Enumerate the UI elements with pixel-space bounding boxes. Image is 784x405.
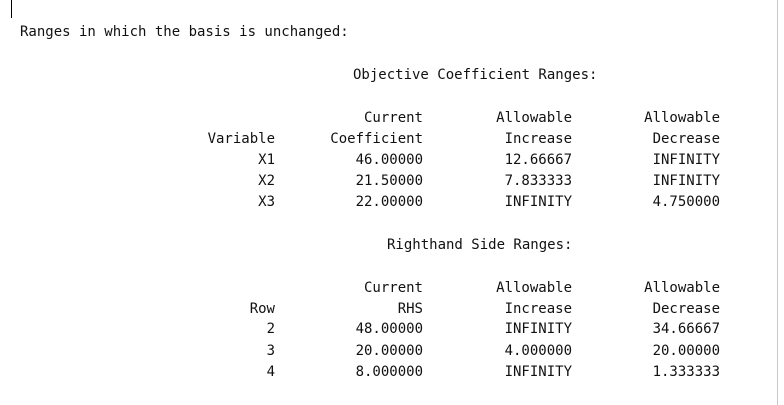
obj-header-top-col2: Current xyxy=(363,110,423,126)
obj-header-top-col3: Allowable xyxy=(496,110,572,126)
rhs-row-4-decrease: 1.333333 xyxy=(652,364,720,380)
rhs-row-2-decrease: 34.66667 xyxy=(652,321,720,337)
rhs-row-3-current: 20.00000 xyxy=(355,343,423,359)
obj-header-increase: Increase xyxy=(504,131,572,147)
obj-row-x2-variable: X2 xyxy=(258,173,275,189)
rhs-row-3-increase: 4.000000 xyxy=(504,343,572,359)
rhs-row-2-increase: INFINITY xyxy=(504,321,572,337)
obj-row-x1-decrease: INFINITY xyxy=(652,152,720,168)
rhs-section-title: Righthand Side Ranges: xyxy=(387,237,573,253)
rhs-header-top-col2: Current xyxy=(363,280,423,296)
objective-section-title: Objective Coefficient Ranges: xyxy=(353,67,598,83)
rhs-header-top-col1 xyxy=(185,278,275,298)
rhs-row-4-current: 8.000000 xyxy=(355,364,423,380)
obj-row-x1-increase: 12.66667 xyxy=(504,152,572,168)
rhs-row-4-id: 4 xyxy=(266,364,275,380)
rhs-header-top-col3: Allowable xyxy=(496,280,572,296)
obj-row-x2-increase: 7.833333 xyxy=(504,173,572,189)
rhs-row-2-current: 48.00000 xyxy=(355,321,423,337)
rhs-header-decrease: Decrease xyxy=(652,301,720,317)
rhs-header-top-col4: Allowable xyxy=(644,280,720,296)
obj-header-top-col1 xyxy=(185,108,275,128)
obj-header-decrease: Decrease xyxy=(652,131,720,147)
rhs-row-2-id: 2 xyxy=(266,321,275,337)
rhs-row-4-increase: INFINITY xyxy=(504,364,572,380)
text-cursor xyxy=(11,0,12,18)
rhs-header-row: Row xyxy=(249,301,275,317)
obj-header-coefficient: Coefficient xyxy=(330,131,423,147)
report-heading: Ranges in which the basis is unchanged: xyxy=(20,24,349,40)
obj-row-x1-variable: X1 xyxy=(258,152,275,168)
obj-row-x3-decrease: 4.750000 xyxy=(652,194,720,210)
rhs-row-3-decrease: 20.00000 xyxy=(652,343,720,359)
obj-header-variable: Variable xyxy=(207,131,275,147)
obj-row-x1-current: 46.00000 xyxy=(355,152,423,168)
obj-row-x3-variable: X3 xyxy=(258,194,275,210)
obj-row-x3-current: 22.00000 xyxy=(355,194,423,210)
obj-header-top-col4: Allowable xyxy=(644,110,720,126)
rhs-header-rhs: RHS xyxy=(397,301,423,317)
rhs-row-3-id: 3 xyxy=(266,343,275,359)
obj-row-x3-increase: INFINITY xyxy=(504,194,572,210)
obj-row-x2-current: 21.50000 xyxy=(355,173,423,189)
obj-row-x2-decrease: INFINITY xyxy=(652,173,720,189)
rhs-header-increase: Increase xyxy=(504,301,572,317)
